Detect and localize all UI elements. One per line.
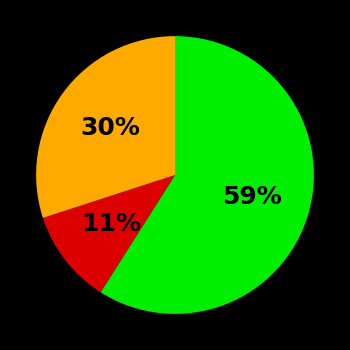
Wedge shape <box>100 36 314 314</box>
Text: 11%: 11% <box>81 212 141 236</box>
Wedge shape <box>43 175 175 292</box>
Text: 30%: 30% <box>80 116 140 140</box>
Wedge shape <box>36 36 175 218</box>
Text: 59%: 59% <box>223 186 282 209</box>
